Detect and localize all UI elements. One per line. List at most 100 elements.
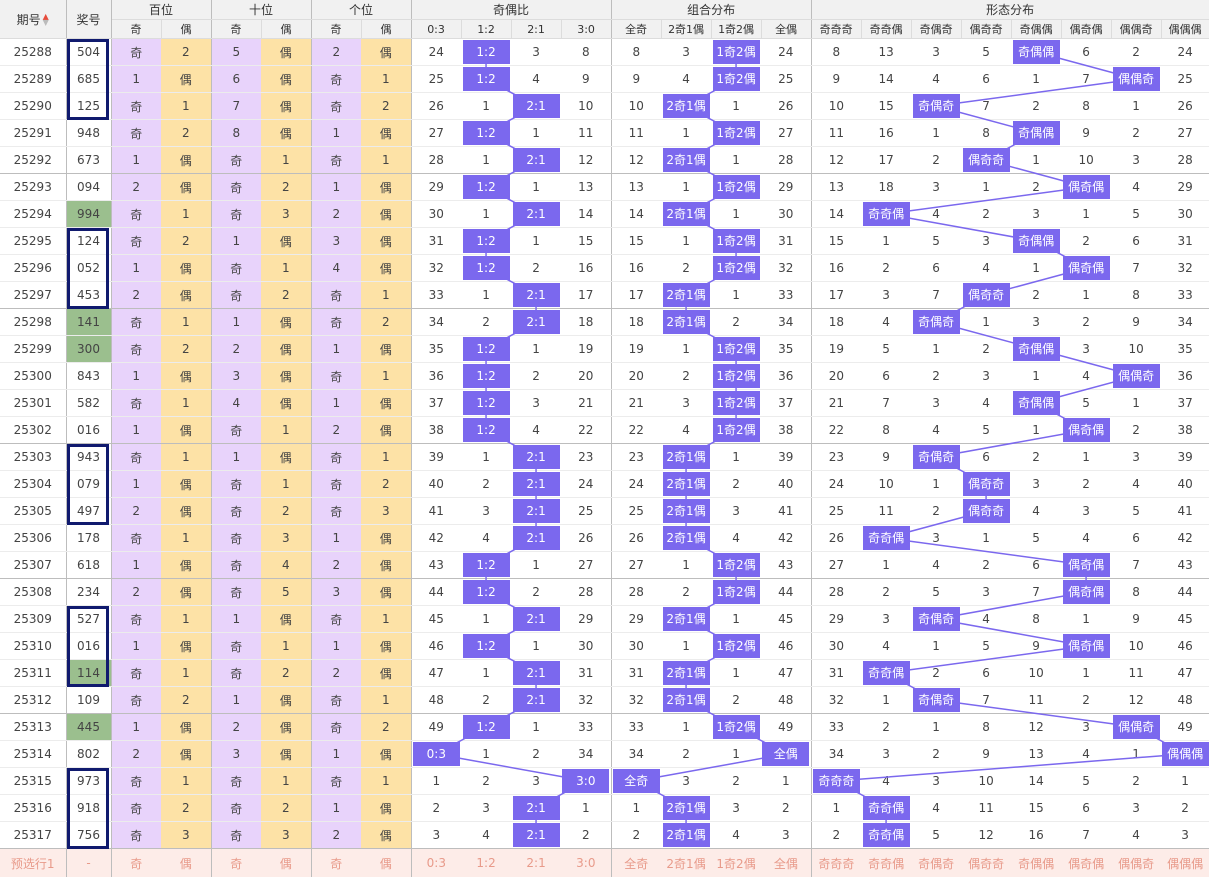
preselect-option[interactable]: 奇	[111, 849, 161, 877]
digit-parity-cell: 1	[261, 417, 311, 444]
miss-count-cell: 1	[1111, 741, 1161, 768]
hit-cell: 2奇1偶	[661, 309, 711, 336]
hit-cell: 偶偶奇	[1111, 66, 1161, 93]
preselect-option[interactable]: 奇偶偶	[1011, 849, 1061, 877]
hit-marker: 2奇1偶	[663, 283, 710, 307]
prize-number-cell: 685	[66, 66, 111, 93]
digit-parity-cell: 1	[111, 633, 161, 660]
preselect-option[interactable]: 奇	[211, 849, 261, 877]
hit-marker: 奇偶奇	[913, 445, 960, 469]
preselect-option[interactable]: 偶偶偶	[1161, 849, 1209, 877]
period-header[interactable]: 期号▲▼	[0, 0, 66, 39]
hit-cell: 2奇1偶	[661, 795, 711, 822]
hit-cell: 奇偶奇	[911, 93, 961, 120]
miss-count-cell: 2	[1111, 120, 1161, 147]
preselect-option[interactable]: 全偶	[761, 849, 811, 877]
digit-parity-cell: 1	[161, 768, 211, 795]
hit-cell: 2奇1偶	[661, 282, 711, 309]
digit-parity-cell: 偶	[161, 552, 211, 579]
preselect-option[interactable]: 奇偶奇	[911, 849, 961, 877]
miss-count-cell: 1	[661, 633, 711, 660]
preselect-option[interactable]: 1:2	[461, 849, 511, 877]
hit-cell: 2:1	[511, 498, 561, 525]
miss-count-cell: 1	[661, 228, 711, 255]
digit-parity-cell: 2	[261, 660, 311, 687]
preselect-option[interactable]: 奇奇奇	[811, 849, 861, 877]
miss-count-cell: 44	[411, 579, 461, 606]
preselect-option[interactable]: 2:1	[511, 849, 561, 877]
preselect-option[interactable]: 偶奇偶	[1061, 849, 1111, 877]
period-cell: 25311	[0, 660, 66, 687]
preselect-option[interactable]: 奇	[311, 849, 361, 877]
miss-count-cell: 1	[611, 795, 661, 822]
miss-count-cell: 13	[811, 174, 861, 201]
miss-count-cell: 35	[1161, 336, 1209, 363]
hit-marker: 2:1	[513, 607, 560, 631]
miss-count-cell: 34	[561, 741, 611, 768]
miss-count-cell: 3	[911, 390, 961, 417]
miss-count-cell: 35	[411, 336, 461, 363]
digit-parity-cell: 偶	[361, 795, 411, 822]
miss-count-cell: 48	[411, 687, 461, 714]
miss-count-cell: 15	[561, 228, 611, 255]
hit-marker: 2:1	[513, 661, 560, 685]
digit-parity-cell: 偶	[161, 255, 211, 282]
sub-header: 1奇2偶	[711, 20, 761, 39]
miss-count-cell: 9	[1061, 120, 1111, 147]
hit-cell: 全奇	[611, 768, 661, 795]
preselect-option[interactable]: 1奇2偶	[711, 849, 761, 877]
preselect-option[interactable]: 3:0	[561, 849, 611, 877]
miss-count-cell: 1	[511, 174, 561, 201]
miss-count-cell: 9	[561, 66, 611, 93]
hit-cell: 偶奇偶	[1061, 255, 1111, 282]
miss-count-cell: 4	[911, 552, 961, 579]
miss-count-cell: 1	[711, 93, 761, 120]
prize-number-cell: 918	[66, 795, 111, 822]
miss-count-cell: 16	[561, 255, 611, 282]
miss-count-cell: 1	[711, 606, 761, 633]
miss-count-cell: 45	[761, 606, 811, 633]
hit-cell: 1:2	[461, 552, 511, 579]
digit-parity-cell: 1	[361, 768, 411, 795]
digit-parity-cell: 3	[211, 363, 261, 390]
miss-count-cell: 1	[561, 795, 611, 822]
miss-count-cell: 11	[1111, 660, 1161, 687]
hit-cell: 1奇2偶	[711, 363, 761, 390]
digit-parity-cell: 偶	[361, 660, 411, 687]
digit-parity-cell: 偶	[361, 417, 411, 444]
digit-parity-cell: 奇	[311, 687, 361, 714]
miss-count-cell: 38	[761, 417, 811, 444]
miss-count-cell: 4	[711, 822, 761, 849]
hit-cell: 奇偶偶	[1011, 390, 1061, 417]
preselect-option[interactable]: 偶偶奇	[1111, 849, 1161, 877]
miss-count-cell: 12	[961, 822, 1011, 849]
preselect-option[interactable]: 全奇	[611, 849, 661, 877]
miss-count-cell: 31	[1161, 228, 1209, 255]
preselect-option[interactable]: 偶	[161, 849, 211, 877]
miss-count-cell: 20	[811, 363, 861, 390]
miss-count-cell: 2	[561, 822, 611, 849]
preselect-option[interactable]: 奇奇偶	[861, 849, 911, 877]
hit-cell: 1:2	[461, 66, 511, 93]
digit-parity-cell: 偶	[161, 579, 211, 606]
sort-icon[interactable]: ▲▼	[43, 14, 49, 26]
hit-cell: 奇偶奇	[911, 444, 961, 471]
preselect-option[interactable]: 0:3	[411, 849, 461, 877]
hit-marker: 2:1	[513, 472, 560, 496]
miss-count-cell: 16	[1011, 822, 1061, 849]
preselect-option[interactable]: 偶	[261, 849, 311, 877]
miss-count-cell: 40	[761, 471, 811, 498]
miss-count-cell: 13	[861, 39, 911, 66]
digit-parity-cell: 偶	[361, 525, 411, 552]
preselect-option[interactable]: 2奇1偶	[661, 849, 711, 877]
preselect-option[interactable]: 偶	[361, 849, 411, 877]
miss-count-cell: 11	[561, 120, 611, 147]
preselect-option[interactable]: 偶奇奇	[961, 849, 1011, 877]
hit-marker: 2奇1偶	[663, 823, 710, 847]
digit-parity-cell: 奇	[111, 93, 161, 120]
digit-parity-cell: 偶	[261, 741, 311, 768]
